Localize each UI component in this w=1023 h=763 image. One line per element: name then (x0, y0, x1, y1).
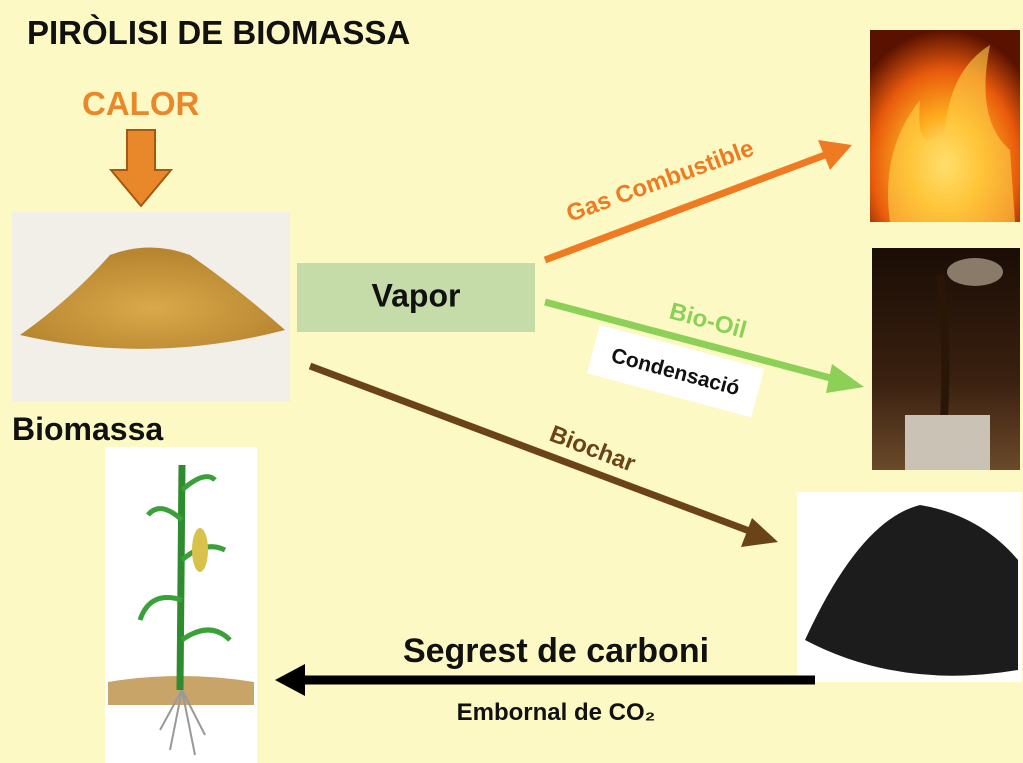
title: PIRÒLISI DE BIOMASSA (27, 14, 410, 51)
vapor-label: Vapor (372, 277, 461, 313)
fire-image (870, 30, 1020, 222)
oil-image (872, 248, 1020, 470)
sequestration-subtitle: Embornal de CO₂ (457, 699, 656, 726)
plant-image (105, 447, 257, 763)
sequestration-title: Segrest de carboni (403, 632, 709, 670)
biochar-image (797, 492, 1022, 682)
diagram: PIRÒLISI DE BIOMASSA CALOR Biomassa Vapo… (0, 0, 1023, 763)
biomass-image (12, 212, 290, 402)
feedstock-label: Biomassa (12, 411, 163, 447)
heat-label: CALOR (82, 85, 199, 122)
